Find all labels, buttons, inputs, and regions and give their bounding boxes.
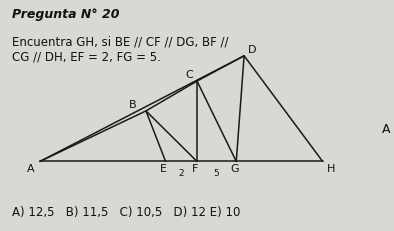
Text: B: B — [128, 100, 136, 110]
Text: 2: 2 — [178, 170, 184, 179]
Text: A) 12,5   B) 11,5   C) 10,5   D) 12 E) 10: A) 12,5 B) 11,5 C) 10,5 D) 12 E) 10 — [13, 206, 241, 219]
Text: 5: 5 — [214, 170, 219, 179]
Text: A: A — [26, 164, 34, 174]
Text: F: F — [192, 164, 198, 174]
Text: E: E — [160, 164, 167, 174]
Text: A: A — [381, 123, 390, 136]
Text: D: D — [248, 45, 256, 55]
Text: Pregunta N° 20: Pregunta N° 20 — [13, 8, 120, 21]
Text: C: C — [185, 70, 193, 80]
Text: Encuentra GH, si BE // CF // DG, BF //
CG // DH, EF = 2, FG = 5.: Encuentra GH, si BE // CF // DG, BF // C… — [13, 35, 229, 63]
Text: H: H — [327, 164, 335, 174]
Text: G: G — [230, 164, 239, 174]
